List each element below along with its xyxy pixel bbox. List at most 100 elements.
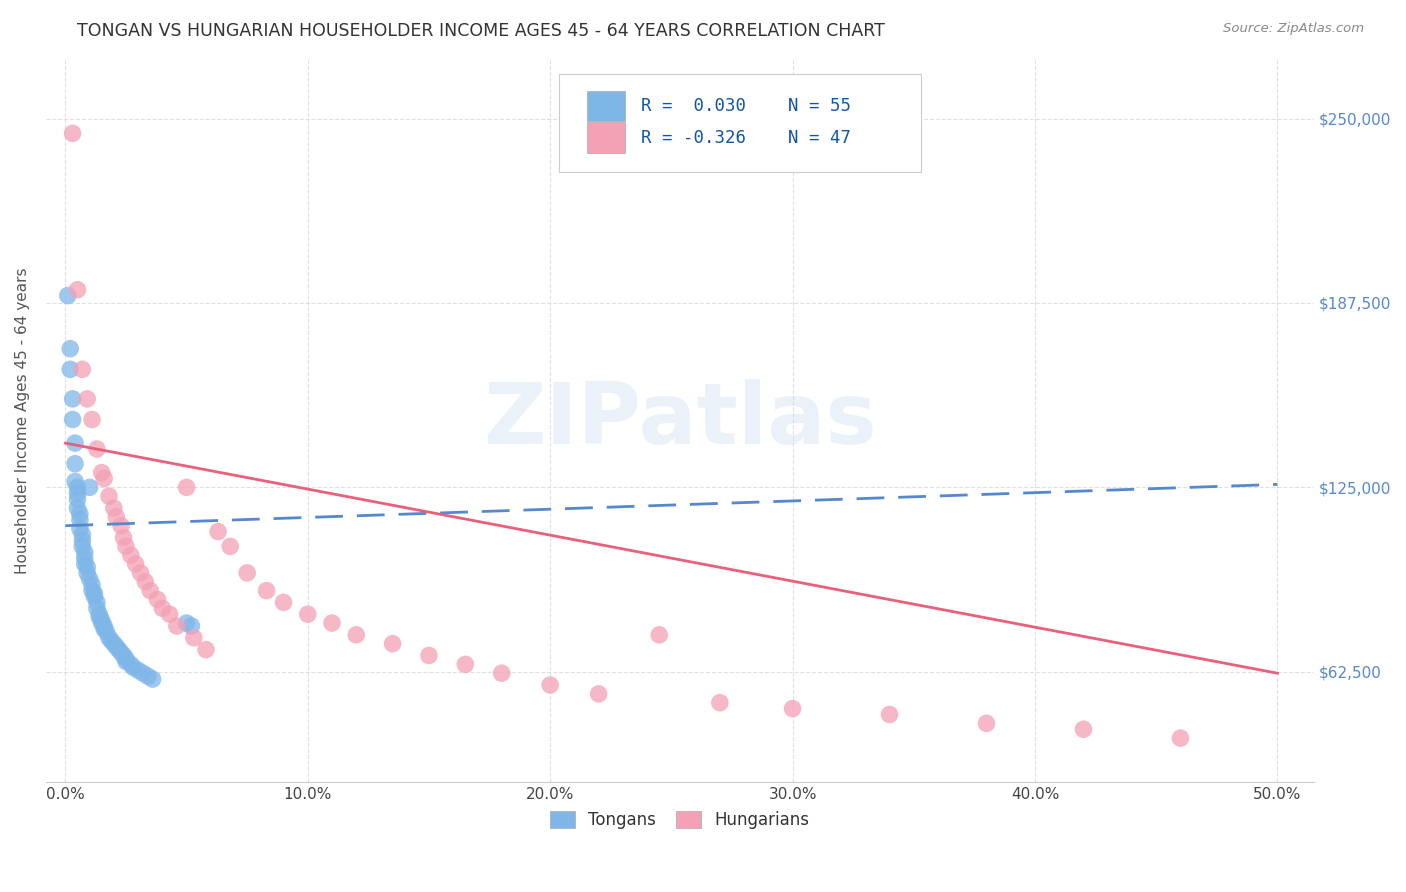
Point [66, 283, 89, 297]
Point [100, 633, 122, 648]
Point [79, 572, 101, 586]
Y-axis label: Householder Income Ages 45 - 64 years: Householder Income Ages 45 - 64 years [15, 268, 30, 574]
Point [219, 540, 242, 554]
Point [80, 583, 103, 598]
Point [1073, 723, 1095, 737]
Point [103, 637, 125, 651]
Point [63, 436, 86, 450]
Point [98, 489, 121, 503]
Point [120, 548, 142, 562]
FancyBboxPatch shape [588, 91, 626, 121]
Point [183, 631, 205, 645]
Text: R =  0.030    N = 55: R = 0.030 N = 55 [641, 97, 851, 115]
Point [62, 126, 84, 140]
Point [76, 392, 98, 406]
Point [59, 342, 82, 356]
Text: R = -0.326    N = 47: R = -0.326 N = 47 [641, 128, 851, 146]
Text: Source: ZipAtlas.com: Source: ZipAtlas.com [1223, 22, 1364, 36]
Point [80, 412, 103, 426]
Point [59, 362, 82, 376]
Point [146, 592, 169, 607]
Point [73, 557, 96, 571]
Point [1170, 731, 1192, 745]
Point [62, 412, 84, 426]
Point [83, 590, 105, 604]
Point [62, 392, 84, 406]
Point [80, 577, 103, 591]
Point [124, 557, 146, 571]
Point [344, 628, 367, 642]
Point [86, 601, 108, 615]
Point [129, 566, 152, 580]
Point [72, 527, 94, 541]
Point [879, 707, 901, 722]
Point [381, 637, 404, 651]
Point [176, 480, 198, 494]
Point [93, 619, 115, 633]
FancyBboxPatch shape [588, 122, 626, 153]
Point [112, 648, 135, 663]
Legend: Tongans, Hungarians: Tongans, Hungarians [544, 804, 817, 836]
Point [648, 628, 671, 642]
Point [134, 574, 156, 589]
Point [180, 619, 202, 633]
Point [150, 601, 173, 615]
Point [66, 480, 89, 494]
Point [115, 651, 138, 665]
Point [72, 362, 94, 376]
Point [66, 492, 89, 507]
Point [107, 642, 129, 657]
Point [76, 560, 98, 574]
Point [538, 678, 561, 692]
Point [69, 507, 91, 521]
Point [89, 607, 111, 622]
Point [93, 622, 115, 636]
Point [96, 624, 118, 639]
Point [66, 501, 89, 516]
Point [72, 533, 94, 548]
Point [454, 657, 477, 672]
Point [56, 288, 79, 302]
Point [588, 687, 610, 701]
Point [142, 672, 165, 686]
Point [79, 480, 101, 494]
Point [122, 660, 145, 674]
Point [207, 524, 229, 539]
Point [132, 666, 155, 681]
Point [159, 607, 181, 622]
Point [73, 551, 96, 566]
Point [73, 545, 96, 559]
Point [127, 663, 149, 677]
Point [273, 595, 295, 609]
Point [72, 540, 94, 554]
Point [90, 615, 112, 630]
Point [93, 471, 115, 485]
Point [90, 466, 112, 480]
Point [709, 696, 731, 710]
Point [120, 657, 142, 672]
Point [136, 669, 159, 683]
Point [86, 595, 108, 609]
Text: ZIPatlas: ZIPatlas [484, 379, 877, 462]
Point [69, 522, 91, 536]
Point [98, 631, 121, 645]
Point [89, 610, 111, 624]
Point [86, 442, 108, 456]
Point [105, 640, 128, 654]
Point [166, 619, 188, 633]
Point [66, 486, 89, 500]
Point [491, 666, 513, 681]
Point [176, 615, 198, 630]
Point [418, 648, 440, 663]
Point [63, 475, 86, 489]
Point [105, 509, 128, 524]
Point [110, 646, 132, 660]
Point [83, 586, 105, 600]
Point [76, 566, 98, 580]
Point [139, 583, 162, 598]
Point [236, 566, 259, 580]
Point [297, 607, 319, 622]
Point [69, 513, 91, 527]
Point [194, 642, 217, 657]
Point [256, 583, 278, 598]
